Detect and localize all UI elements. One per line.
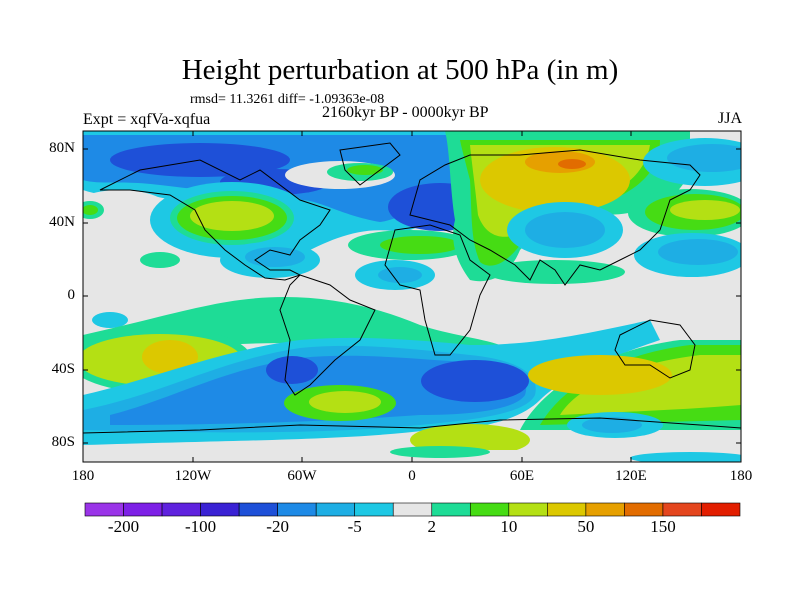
colorbar-label: -20 xyxy=(266,517,289,536)
colorbar-label: 10 xyxy=(500,517,518,536)
colorbar-label: -100 xyxy=(184,517,217,536)
colorbar-label: 50 xyxy=(577,517,595,536)
lon-label: 60E xyxy=(509,468,535,484)
colorbar-box xyxy=(701,502,741,517)
colorbar-box xyxy=(315,502,356,517)
lon-label: 180 xyxy=(729,468,753,484)
colorbar-box xyxy=(662,502,702,517)
colorbar-box xyxy=(84,502,124,517)
lon-label: 0 xyxy=(408,468,416,484)
colorbar-label: -200 xyxy=(107,517,140,536)
left-string: Expt = xqfVa-xqfua xyxy=(83,111,211,128)
lon-label: 120E xyxy=(615,468,647,484)
colorbar-label: 150 xyxy=(650,517,676,536)
lat-label: 40S xyxy=(51,361,75,377)
colorbar-box xyxy=(585,502,625,517)
colorbar-box xyxy=(200,502,240,517)
colorbar-box xyxy=(123,502,163,517)
stats-string: rmsd= 11.3261 diff= -1.09363e-08 xyxy=(190,92,385,107)
coastlines xyxy=(83,142,741,434)
axis-ticks xyxy=(83,131,741,462)
lon-label: 180 xyxy=(71,468,95,484)
contour-field xyxy=(83,131,741,462)
colorbar-label: -5 xyxy=(347,517,362,536)
lon-label: 60W xyxy=(287,468,317,484)
colorbar-box xyxy=(392,502,433,517)
colorbar-box xyxy=(547,502,587,517)
colorbar-box xyxy=(469,502,510,517)
colorbar-box xyxy=(354,502,394,517)
colorbar xyxy=(84,502,741,517)
colorbar-box xyxy=(161,502,201,517)
colorbar-box xyxy=(431,502,471,517)
colorbar-box xyxy=(238,502,278,517)
colorbar-box xyxy=(277,502,317,517)
colorbar-label: 2 xyxy=(427,517,437,536)
right-string: JJA xyxy=(717,110,742,127)
lon-label: 120W xyxy=(174,468,212,484)
plot-title: Height perturbation at 500 hPa (in m) xyxy=(181,54,619,86)
lat-label: 80S xyxy=(51,434,75,450)
lat-label: 80N xyxy=(49,140,75,156)
center-string: 2160kyr BP - 0000kyr BP xyxy=(322,104,489,121)
colorbar-box xyxy=(624,502,664,517)
lat-label: 0 xyxy=(67,287,76,303)
lat-label: 40N xyxy=(49,214,75,230)
colorbar-box xyxy=(508,502,548,517)
